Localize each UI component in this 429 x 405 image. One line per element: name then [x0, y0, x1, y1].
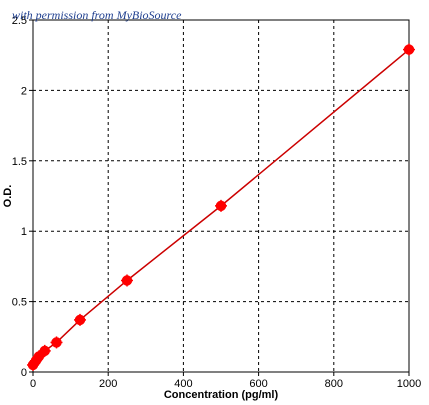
watermark-text: with permission from MyBioSource [12, 8, 182, 22]
x-tick-label: 0 [30, 378, 36, 390]
data-point [215, 199, 227, 212]
y-axis-title: O.D. [2, 185, 14, 208]
y-tick-label: 1.5 [12, 156, 27, 168]
data-point [403, 43, 415, 56]
x-tick-label: 600 [249, 378, 267, 390]
data-point [74, 313, 86, 326]
y-tick-label: 1 [21, 226, 27, 238]
y-tick-label: 0 [21, 367, 27, 379]
y-tick-label: 2.5 [12, 15, 27, 27]
y-tick-label: 2 [21, 85, 27, 97]
x-tick-label: 800 [325, 378, 343, 390]
data-point [50, 336, 63, 349]
ticks: 0 200 400 600 800 1000 0 0.5 1 1.5 2 2.5 [12, 15, 422, 390]
x-axis-title: Concentration (pg/ml) [164, 389, 279, 401]
x-tick-label: 200 [99, 378, 117, 390]
y-tick-label: 0.5 [12, 297, 27, 309]
plot-area [32, 19, 410, 373]
data-points [27, 43, 415, 371]
data-point [38, 344, 51, 357]
x-tick-label: 400 [174, 378, 192, 390]
grid [33, 20, 409, 372]
x-tick-label: 1000 [397, 378, 421, 390]
data-point [121, 274, 133, 287]
